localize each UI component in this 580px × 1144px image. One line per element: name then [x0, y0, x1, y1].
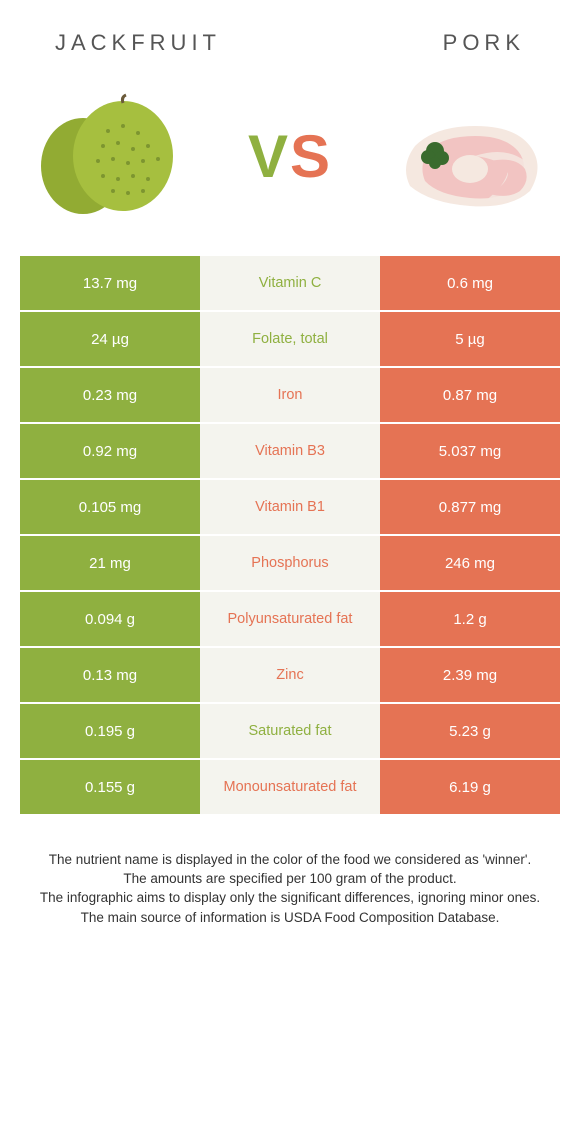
left-value-cell: 0.13 mg [20, 648, 200, 702]
nutrient-label-cell: Polyunsaturated fat [200, 592, 380, 646]
nutrient-table: 13.7 mgVitamin C0.6 mg24 µgFolate, total… [0, 256, 580, 816]
jackfruit-icon [28, 91, 198, 221]
left-value-cell: 0.094 g [20, 592, 200, 646]
vs-label: VS [248, 122, 332, 191]
left-value-cell: 0.23 mg [20, 368, 200, 422]
table-row: 0.094 gPolyunsaturated fat1.2 g [20, 592, 560, 648]
table-row: 0.92 mgVitamin B35.037 mg [20, 424, 560, 480]
right-value-cell: 1.2 g [380, 592, 560, 646]
title-row: JACKFRUIT PORK [0, 0, 580, 66]
table-row: 24 µgFolate, total5 µg [20, 312, 560, 368]
left-title: JACKFRUIT [55, 30, 221, 56]
table-row: 0.195 gSaturated fat5.23 g [20, 704, 560, 760]
images-row: VS [0, 66, 580, 256]
left-value-cell: 21 mg [20, 536, 200, 590]
left-value-cell: 13.7 mg [20, 256, 200, 310]
footnote-line: The infographic aims to display only the… [30, 889, 550, 907]
nutrient-label-cell: Vitamin B3 [200, 424, 380, 478]
left-value-cell: 0.155 g [20, 760, 200, 814]
nutrient-label-cell: Phosphorus [200, 536, 380, 590]
nutrient-label-cell: Saturated fat [200, 704, 380, 758]
right-value-cell: 0.87 mg [380, 368, 560, 422]
nutrient-label-cell: Zinc [200, 648, 380, 702]
left-value-cell: 0.92 mg [20, 424, 200, 478]
table-row: 0.23 mgIron0.87 mg [20, 368, 560, 424]
table-row: 0.155 gMonounsaturated fat6.19 g [20, 760, 560, 816]
right-value-cell: 5.037 mg [380, 424, 560, 478]
jackfruit-image [25, 86, 200, 226]
nutrient-label-cell: Vitamin B1 [200, 480, 380, 534]
pork-icon [380, 91, 555, 221]
vs-v: V [248, 123, 290, 190]
left-value-cell: 24 µg [20, 312, 200, 366]
right-value-cell: 0.877 mg [380, 480, 560, 534]
table-row: 21 mgPhosphorus246 mg [20, 536, 560, 592]
footnote-line: The amounts are specified per 100 gram o… [30, 870, 550, 888]
left-value-cell: 0.105 mg [20, 480, 200, 534]
right-value-cell: 0.6 mg [380, 256, 560, 310]
footnote-line: The nutrient name is displayed in the co… [30, 851, 550, 869]
footnotes: The nutrient name is displayed in the co… [0, 816, 580, 927]
right-value-cell: 5.23 g [380, 704, 560, 758]
nutrient-label-cell: Iron [200, 368, 380, 422]
table-row: 0.105 mgVitamin B10.877 mg [20, 480, 560, 536]
right-value-cell: 6.19 g [380, 760, 560, 814]
pork-image [380, 86, 555, 226]
nutrient-label-cell: Monounsaturated fat [200, 760, 380, 814]
right-value-cell: 2.39 mg [380, 648, 560, 702]
right-title: PORK [443, 30, 525, 56]
right-value-cell: 5 µg [380, 312, 560, 366]
nutrient-label-cell: Vitamin C [200, 256, 380, 310]
left-value-cell: 0.195 g [20, 704, 200, 758]
nutrient-label-cell: Folate, total [200, 312, 380, 366]
right-value-cell: 246 mg [380, 536, 560, 590]
footnote-line: The main source of information is USDA F… [30, 909, 550, 927]
vs-s: S [290, 123, 332, 190]
table-row: 13.7 mgVitamin C0.6 mg [20, 256, 560, 312]
table-row: 0.13 mgZinc2.39 mg [20, 648, 560, 704]
